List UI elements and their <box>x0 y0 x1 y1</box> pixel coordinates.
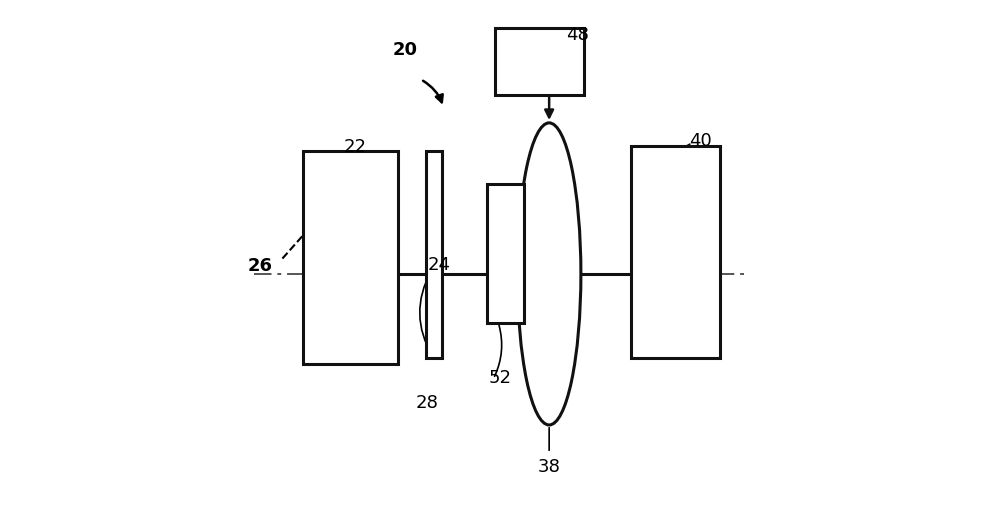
Text: 24: 24 <box>427 256 450 274</box>
Text: 52: 52 <box>488 369 511 387</box>
Text: 40: 40 <box>689 132 712 150</box>
Text: 26: 26 <box>247 257 272 275</box>
Bar <box>487 184 524 323</box>
Text: 28: 28 <box>416 394 439 412</box>
Text: 22: 22 <box>344 138 367 156</box>
Bar <box>426 151 442 358</box>
Ellipse shape <box>517 123 581 425</box>
Bar <box>495 28 584 95</box>
Bar <box>631 146 720 358</box>
Text: 20: 20 <box>393 41 418 59</box>
Text: 38: 38 <box>538 458 561 476</box>
Bar <box>303 151 398 364</box>
Text: 48: 48 <box>567 26 589 44</box>
